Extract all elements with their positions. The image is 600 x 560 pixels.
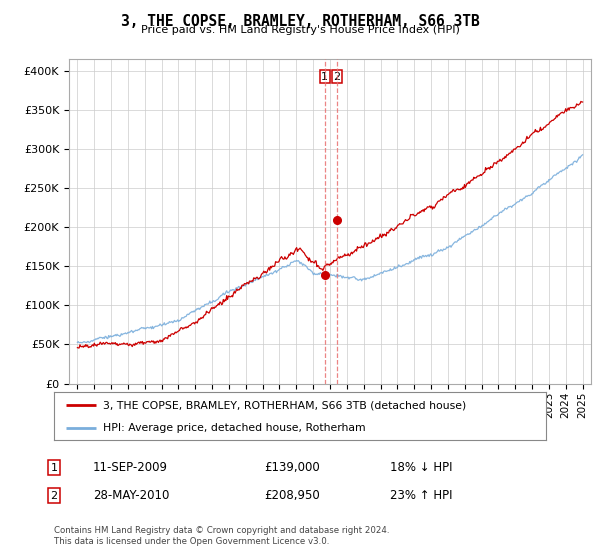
Text: 11-SEP-2009: 11-SEP-2009: [93, 461, 168, 474]
Text: 28-MAY-2010: 28-MAY-2010: [93, 489, 169, 502]
Text: £139,000: £139,000: [264, 461, 320, 474]
Text: HPI: Average price, detached house, Rotherham: HPI: Average price, detached house, Roth…: [103, 423, 366, 433]
Text: Price paid vs. HM Land Registry's House Price Index (HPI): Price paid vs. HM Land Registry's House …: [140, 25, 460, 35]
Text: 1: 1: [321, 72, 328, 82]
Text: 3, THE COPSE, BRAMLEY, ROTHERHAM, S66 3TB: 3, THE COPSE, BRAMLEY, ROTHERHAM, S66 3T…: [121, 14, 479, 29]
Text: 2: 2: [334, 72, 340, 82]
Text: 1: 1: [50, 463, 58, 473]
Text: Contains HM Land Registry data © Crown copyright and database right 2024.
This d: Contains HM Land Registry data © Crown c…: [54, 526, 389, 546]
Text: 3, THE COPSE, BRAMLEY, ROTHERHAM, S66 3TB (detached house): 3, THE COPSE, BRAMLEY, ROTHERHAM, S66 3T…: [103, 400, 466, 410]
Text: 2: 2: [50, 491, 58, 501]
Text: 18% ↓ HPI: 18% ↓ HPI: [390, 461, 452, 474]
Text: £208,950: £208,950: [264, 489, 320, 502]
Text: 23% ↑ HPI: 23% ↑ HPI: [390, 489, 452, 502]
